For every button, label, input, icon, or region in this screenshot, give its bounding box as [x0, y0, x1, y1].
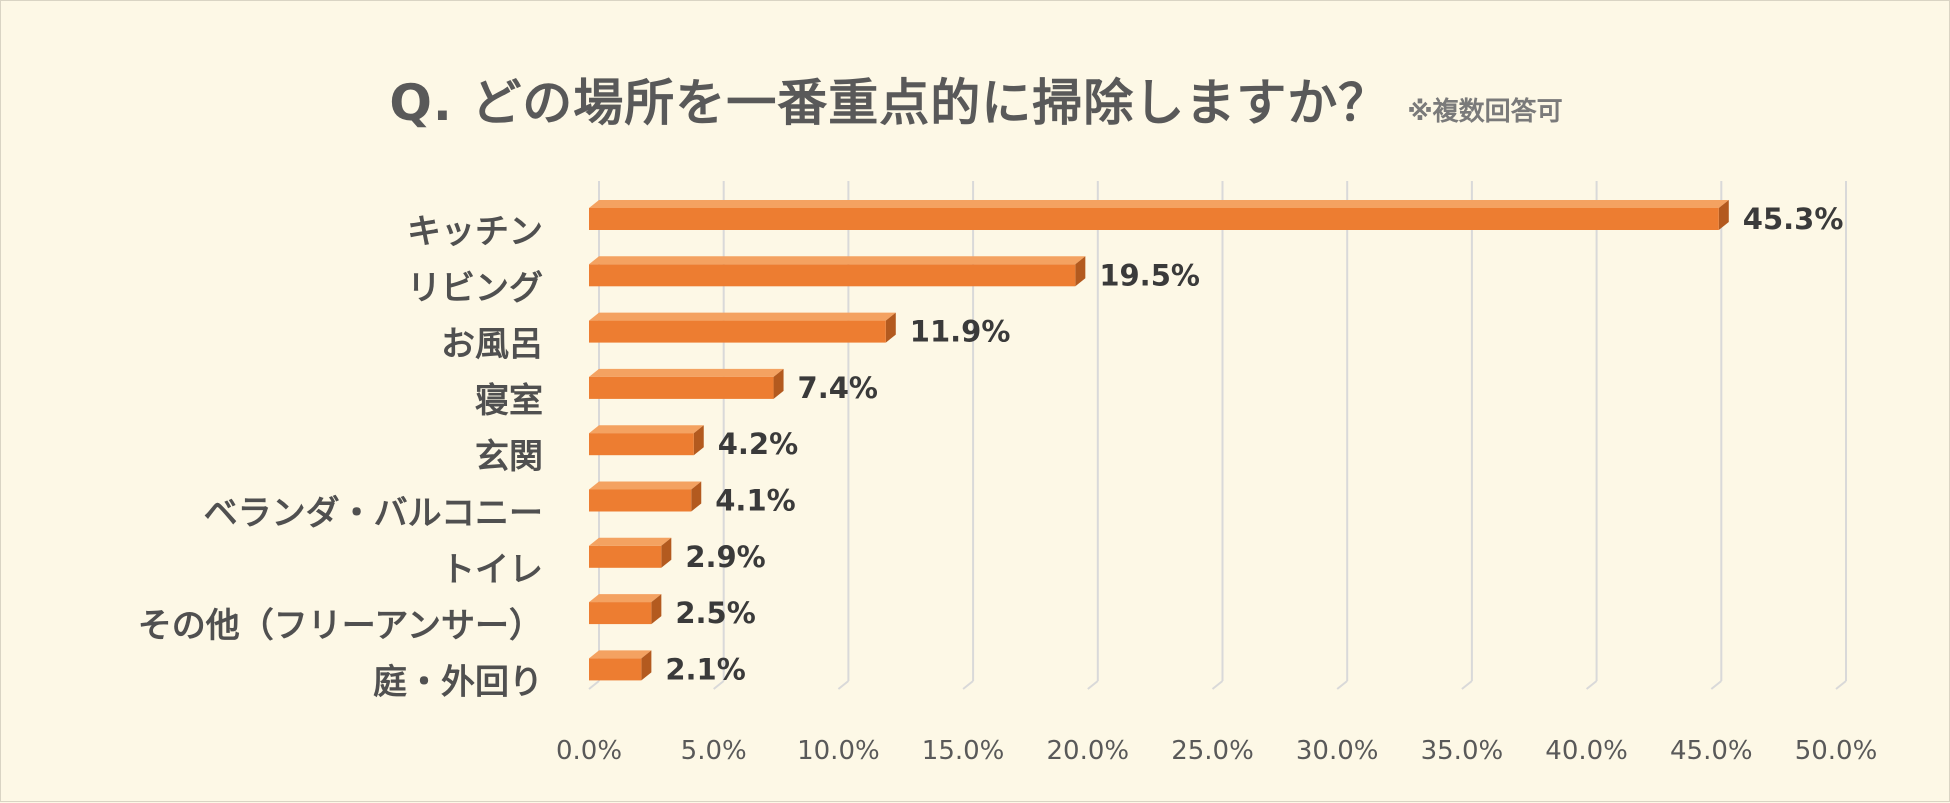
bar [589, 208, 1719, 230]
gridline-floor [1336, 680, 1348, 690]
bar-side-face [1075, 256, 1086, 287]
data-label: 4.2% [718, 427, 798, 461]
bar [589, 489, 692, 512]
x-tick-label: 15.0% [922, 736, 1005, 766]
bar-top-face [589, 425, 704, 434]
x-tick-label: 40.0% [1545, 736, 1628, 766]
data-label: 2.1% [665, 652, 745, 686]
bar-side-face [641, 650, 652, 681]
category-label: お風呂 [441, 325, 543, 365]
x-tick-label: 45.0% [1670, 736, 1753, 766]
bar [589, 320, 886, 343]
data-label: 45.3% [1743, 202, 1844, 236]
bar-top-face [589, 200, 1729, 208]
x-tick-label: 35.0% [1421, 736, 1504, 766]
category-label: 玄関 [475, 437, 543, 477]
data-label: 2.9% [685, 540, 765, 574]
category-label: キッチン [407, 212, 543, 252]
bar-side-face [693, 425, 704, 456]
bar [589, 602, 652, 625]
gridline-floor [1710, 680, 1722, 690]
category-label: 庭・外回り [373, 662, 543, 702]
bar [589, 433, 694, 456]
bar-top-face [589, 368, 784, 377]
data-label: 19.5% [1099, 258, 1200, 292]
gridline-floor [1211, 680, 1224, 690]
gridline-floor [1585, 680, 1598, 690]
gridline-floor [962, 680, 974, 690]
data-label: 11.9% [910, 315, 1011, 349]
bar [589, 376, 774, 399]
chart-title: Q. どの場所を一番重点的に掃除しますか？ ※複数回答可 [1, 63, 1950, 135]
bar-side-face [773, 368, 784, 399]
chart-subtitle: ※複数回答可 [1407, 97, 1563, 127]
category-label: その他（フリーアンサー） [138, 606, 543, 646]
x-tick-label: 10.0% [797, 736, 880, 766]
bar-top-face [589, 537, 672, 546]
bar-side-face [651, 594, 662, 625]
bar-top-face [589, 594, 662, 603]
category-label: トイレ [441, 550, 543, 590]
gridline-floor [1087, 680, 1099, 690]
bar [589, 545, 662, 568]
gridline-floor [713, 680, 725, 690]
chart-title-main: Q. どの場所を一番重点的に掃除しますか？ [389, 74, 1390, 132]
bar-side-face [1718, 200, 1729, 230]
category-label: リビング [407, 268, 543, 308]
category-label: 寝室 [475, 381, 543, 421]
bar-top-face [589, 481, 702, 490]
x-tick-label: 30.0% [1296, 736, 1379, 766]
bar-top-face [589, 650, 652, 659]
bar-side-face [885, 312, 896, 343]
bar-side-face [691, 481, 702, 512]
bar [589, 264, 1076, 287]
bar-top-face [589, 256, 1086, 265]
gridline-floor [837, 680, 850, 690]
x-tick-label: 25.0% [1171, 736, 1254, 766]
gridline-floor [588, 680, 600, 690]
gridline-floor [1461, 680, 1473, 690]
category-label: ベランダ・バルコニー [204, 494, 543, 534]
bar [589, 658, 642, 681]
bar-top-face [589, 312, 896, 321]
x-tick-label: 20.0% [1046, 736, 1129, 766]
bar-side-face [661, 537, 672, 568]
x-tick-label: 0.0% [556, 736, 622, 766]
data-label: 7.4% [798, 371, 878, 405]
x-tick-label: 5.0% [681, 736, 747, 766]
data-label: 2.5% [675, 596, 755, 630]
x-tick-label: 50.0% [1795, 736, 1878, 766]
data-label: 4.1% [715, 484, 795, 518]
gridline-floor [1835, 680, 1847, 690]
